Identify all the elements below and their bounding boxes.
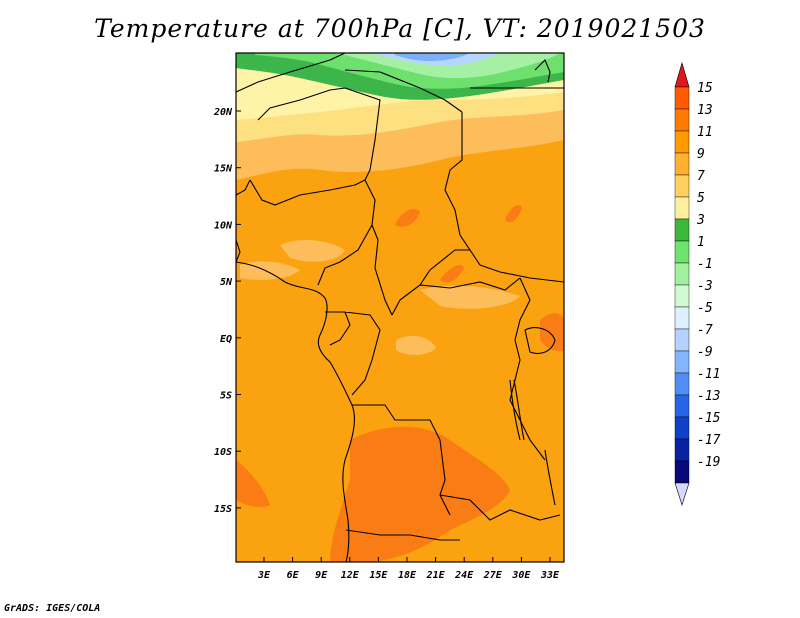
border-cameroon-car — [371, 224, 393, 316]
colorbar-label: -1 — [697, 257, 713, 272]
border-angola-namibia — [345, 529, 460, 541]
border-chad-libya-sudan — [444, 112, 481, 266]
border-sudan-ssudan — [479, 264, 564, 283]
lon-tick-label: 24E — [454, 570, 474, 581]
field-patch-cool-4 — [396, 335, 436, 355]
lat-tick-label: 5N — [220, 277, 233, 288]
border-chad-car — [419, 249, 470, 286]
colorbar-label: 7 — [697, 169, 705, 184]
political-boundaries — [236, 53, 564, 562]
colorbar-label: -19 — [697, 455, 720, 470]
lon-tick-label: 30E — [511, 570, 531, 581]
colorbar-label: 13 — [697, 103, 713, 118]
colorbar-segment — [674, 438, 690, 462]
lat-tick-label: EQ — [220, 334, 232, 345]
coast-lake-victoria — [524, 327, 556, 355]
field-patch-warm-sw — [236, 460, 270, 508]
lon-tick-label: 27E — [483, 570, 503, 581]
colorbar-segment — [674, 460, 690, 484]
map-title: Temperature at 700hPa [C], VT: 201902150… — [94, 14, 706, 43]
border-niger-nigeria — [249, 179, 366, 206]
border-drc-east — [509, 277, 546, 461]
lon-tick-label: 33E — [540, 570, 560, 581]
colorbar-label: -15 — [697, 411, 721, 426]
colorbar-segment — [674, 372, 690, 396]
lon-tick-label: 15E — [369, 570, 388, 581]
colorbar: 15 13 11 9 7 5 3 1 -1 -3 -5 -7 -9 -11 -13 -15 -17 -19 — [674, 61, 721, 506]
colorbar-top-arrow — [674, 61, 690, 88]
lat-tick-label: 10N — [214, 220, 233, 231]
border-nigeria-cameroon — [317, 179, 376, 286]
border-zambia — [439, 494, 561, 521]
map-panel — [235, 52, 565, 563]
border-car-south — [391, 277, 521, 316]
field-patch-cool-3 — [420, 285, 520, 309]
border-sahel-inner — [257, 87, 381, 181]
colorbar-label: -3 — [697, 279, 713, 294]
border-niger-libya — [344, 69, 463, 113]
lat-tick-label: 5S — [220, 391, 232, 402]
colorbar-label: -9 — [697, 345, 713, 360]
lake-malawi — [544, 449, 556, 506]
lat-tick-label: 15S — [214, 504, 232, 515]
border-gabon-congo — [325, 311, 381, 396]
colorbar-label: 1 — [697, 235, 705, 250]
colorbar-label: 11 — [697, 125, 713, 140]
field-patch-cool-1 — [280, 239, 345, 262]
lon-tick-label: 9E — [315, 570, 328, 581]
lon-tick-label: 12E — [341, 570, 360, 581]
field-patch-warm-south — [330, 426, 510, 562]
colorbar-segment — [674, 306, 690, 330]
latitude-axis: 20N 15N 10N 5N EQ 5S 10S 15S — [213, 107, 241, 515]
coastline-west — [236, 239, 355, 562]
red-sea-coast — [534, 59, 551, 83]
colorbar-label: 3 — [696, 213, 705, 228]
lat-tick-label: 15N — [214, 164, 233, 175]
colorbar-segment — [674, 284, 690, 308]
lat-tick-label: 10S — [214, 447, 232, 458]
colorbar-segment — [674, 218, 690, 242]
colorbar-label: 9 — [697, 147, 705, 162]
colorbar-segment — [674, 262, 690, 286]
field-patch-warm-3 — [440, 265, 464, 283]
lat-tick-label: 20N — [213, 107, 233, 118]
colorbar-segment — [674, 240, 690, 264]
colorbar-segment — [674, 174, 690, 198]
grads-credit: GrADS: IGES/COLA — [4, 603, 101, 614]
colorbar-segment — [674, 152, 690, 176]
lon-tick-label: 6E — [287, 570, 300, 581]
lon-tick-label: 21E — [426, 570, 446, 581]
field-patch-warm-lake — [540, 313, 564, 352]
colorbar-label: -13 — [697, 389, 720, 404]
colorbar-segment — [674, 108, 690, 132]
colorbar-segment — [674, 130, 690, 154]
colorbar-label: 15 — [697, 81, 713, 96]
colorbar-segment — [674, 394, 690, 418]
colorbar-bottom-arrow — [674, 482, 690, 506]
colorbar-segment — [674, 86, 690, 110]
lake-tanganyika — [509, 379, 525, 441]
colorbar-label: -5 — [697, 301, 713, 316]
border-ghana-burkina — [236, 179, 251, 196]
colorbar-segment — [674, 416, 690, 440]
colorbar-label: -11 — [697, 367, 720, 382]
lon-tick-label: 18E — [398, 570, 417, 581]
colorbar-label: 5 — [697, 191, 705, 206]
colorbar-segment — [674, 350, 690, 374]
colorbar-label: -7 — [697, 323, 713, 338]
border-drc-angola — [352, 404, 451, 516]
colorbar-segment — [674, 328, 690, 352]
lon-tick-label: 3E — [257, 570, 271, 581]
longitude-axis: 3E 6E 9E 12E 15E 18E 21E 24E 27E 30E 33E — [257, 557, 560, 581]
colorbar-segment — [674, 196, 690, 220]
field-patch-warm-1 — [395, 208, 420, 227]
map-frame — [235, 52, 565, 563]
colorbar-label: -17 — [697, 433, 721, 448]
field-band-blue — [395, 53, 470, 61]
temperature-field — [236, 53, 564, 562]
border-mali-algeria — [236, 53, 346, 93]
field-patch-warm-2 — [505, 205, 522, 223]
